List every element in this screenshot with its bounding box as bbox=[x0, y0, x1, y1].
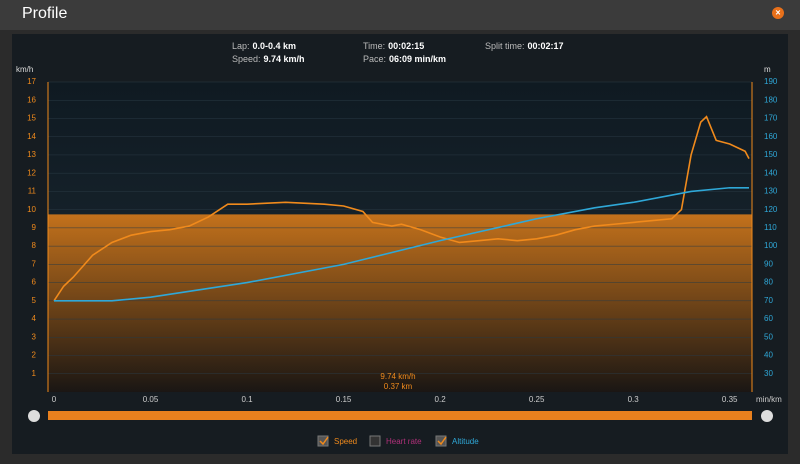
stat-value: 00:02:15 bbox=[388, 41, 424, 51]
stat-value: 06:09 min/km bbox=[389, 54, 446, 64]
stat-value: 0.0-0.4 km bbox=[253, 41, 297, 51]
y2-axis-label: m bbox=[764, 65, 771, 74]
y-tick-label: 15 bbox=[27, 114, 36, 123]
x-tick-label: 0.3 bbox=[628, 395, 640, 404]
range-slider[interactable] bbox=[48, 411, 752, 420]
stat-label: Speed: bbox=[232, 54, 261, 64]
x-axis-label: min/km bbox=[756, 395, 782, 404]
y2-tick-label: 120 bbox=[764, 205, 778, 214]
y2-tick-label: 160 bbox=[764, 132, 778, 141]
x-tick-label: 0 bbox=[52, 395, 57, 404]
close-icon[interactable]: × bbox=[775, 7, 780, 17]
y2-tick-label: 110 bbox=[764, 223, 777, 232]
y2-tick-label: 170 bbox=[764, 114, 778, 123]
series-line bbox=[53, 115, 750, 302]
y2-tick-label: 80 bbox=[764, 278, 773, 287]
y2-tick-label: 50 bbox=[764, 332, 773, 341]
y2-tick-label: 100 bbox=[764, 241, 778, 250]
stat-label: Time: bbox=[363, 41, 385, 51]
stat-value: 00:02:17 bbox=[528, 41, 564, 51]
y-tick-label: 5 bbox=[32, 296, 37, 305]
x-tick-label: 0.15 bbox=[336, 395, 352, 404]
series-line bbox=[54, 186, 749, 302]
y2-tick-label: 70 bbox=[764, 296, 773, 305]
zoom-in[interactable] bbox=[761, 410, 773, 422]
x-tick-label: 0.25 bbox=[529, 395, 545, 404]
legend-checkbox[interactable] bbox=[369, 435, 381, 447]
stat-label: Split time: bbox=[485, 41, 525, 51]
y2-tick-label: 60 bbox=[764, 314, 773, 323]
legend-check bbox=[437, 436, 447, 446]
y-tick-label: 2 bbox=[32, 351, 37, 360]
y-tick-label: 9 bbox=[32, 223, 37, 232]
stat: Split time: 00:02:17 bbox=[485, 41, 564, 51]
y-tick-label: 14 bbox=[27, 132, 36, 141]
y2-tick-label: 130 bbox=[764, 187, 778, 196]
y-axis-label: km/h bbox=[16, 65, 33, 74]
y-tick-label: 13 bbox=[27, 150, 36, 159]
title-bar bbox=[0, 0, 800, 30]
y-tick-label: 8 bbox=[32, 241, 37, 250]
legend-label[interactable]: Speed bbox=[334, 437, 357, 446]
stat-label: Pace: bbox=[363, 54, 386, 64]
y-tick-label: 16 bbox=[27, 95, 36, 104]
stat-label: Lap: bbox=[232, 41, 250, 51]
annotation: 0.37 km bbox=[384, 382, 413, 391]
close-button[interactable] bbox=[772, 7, 784, 19]
y2-tick-label: 150 bbox=[764, 150, 778, 159]
y-tick-label: 1 bbox=[32, 369, 37, 378]
stat: Pace: 06:09 min/km bbox=[363, 54, 446, 64]
stat-value: 9.74 km/h bbox=[264, 54, 305, 64]
stat: Lap: 0.0-0.4 km bbox=[232, 41, 296, 51]
legend-check bbox=[319, 436, 329, 446]
average-label: 9.74 km/h bbox=[380, 372, 415, 381]
y-tick-label: 12 bbox=[27, 168, 36, 177]
y-tick-label: 11 bbox=[28, 187, 37, 196]
x-tick-label: 0.2 bbox=[435, 395, 447, 404]
y-tick-label: 4 bbox=[32, 314, 37, 323]
y2-tick-label: 180 bbox=[764, 95, 778, 104]
y2-tick-label: 40 bbox=[764, 351, 773, 360]
y-tick-label: 7 bbox=[32, 259, 37, 268]
y2-tick-label: 90 bbox=[764, 259, 773, 268]
y2-tick-label: 190 bbox=[764, 77, 778, 86]
zoom-out[interactable] bbox=[28, 410, 40, 422]
y2-tick-label: 140 bbox=[764, 168, 778, 177]
y-tick-label: 17 bbox=[27, 77, 36, 86]
stat: Time: 00:02:15 bbox=[363, 41, 424, 51]
legend-checkbox[interactable] bbox=[435, 435, 447, 447]
legend-label[interactable]: Altitude bbox=[452, 437, 479, 446]
window-title: Profile bbox=[22, 5, 67, 22]
legend-checkbox[interactable] bbox=[317, 435, 329, 447]
x-tick-label: 0.05 bbox=[143, 395, 159, 404]
y2-tick-label: 30 bbox=[764, 369, 773, 378]
y-tick-label: 6 bbox=[32, 278, 37, 287]
stat: Speed: 9.74 km/h bbox=[232, 54, 305, 64]
legend-label[interactable]: Heart rate bbox=[386, 437, 422, 446]
x-tick-label: 0.1 bbox=[241, 395, 253, 404]
y-tick-label: 3 bbox=[32, 332, 37, 341]
y-tick-label: 10 bbox=[27, 205, 36, 214]
x-tick-label: 0.35 bbox=[722, 395, 738, 404]
average-band bbox=[48, 214, 752, 392]
